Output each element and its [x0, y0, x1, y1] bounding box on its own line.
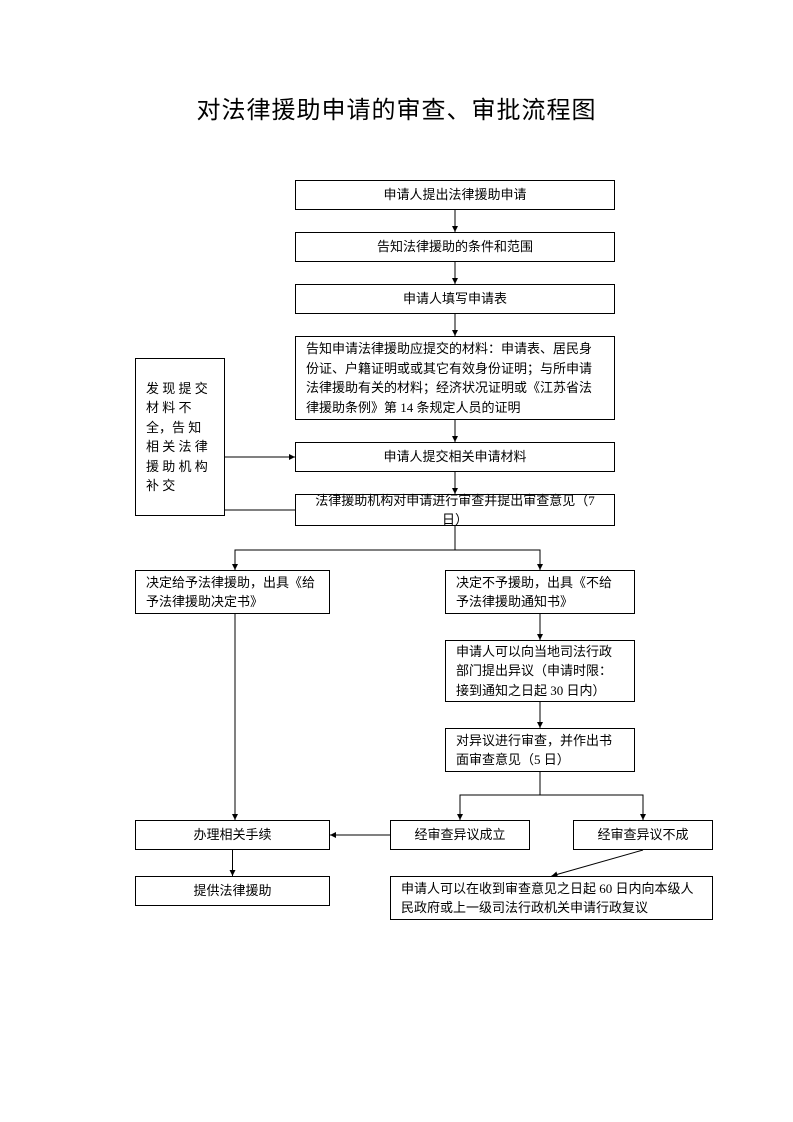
- connector-layer: [0, 0, 793, 1122]
- flow-node-n7r: 决定不予援助，出具《不给予法律援助通知书》: [445, 570, 635, 614]
- flow-node-n11r: 申请人可以在收到审查意见之日起 60 日内向本级人民政府或上一级司法行政机关申请…: [390, 876, 713, 920]
- flow-node-n1: 申请人提出法律援助申请: [295, 180, 615, 210]
- page-title: 对法律援助申请的审查、审批流程图: [0, 90, 793, 125]
- flow-node-n10l: 办理相关手续: [135, 820, 330, 850]
- flow-node-n9r: 对异议进行审查，并作出书面审查意见（5 日）: [445, 728, 635, 772]
- flow-node-n11l: 提供法律援助: [135, 876, 330, 906]
- flow-node-n8r: 申请人可以向当地司法行政部门提出异议（申请时限：接到通知之日起 30 日内）: [445, 640, 635, 702]
- flow-node-n6: 法律援助机构对申请进行审查并提出审查意见（7 日）: [295, 494, 615, 526]
- flow-node-n10r: 经审查异议不成: [573, 820, 713, 850]
- flow-node-n2: 告知法律援助的条件和范围: [295, 232, 615, 262]
- flow-node-n7l: 决定给予法律援助，出具《给予法律援助决定书》: [135, 570, 330, 614]
- flow-node-n4: 告知申请法律援助应提交的材料：申请表、居民身份证、户籍证明或或其它有效身份证明；…: [295, 336, 615, 420]
- flow-node-n3: 申请人填写申请表: [295, 284, 615, 314]
- flow-node-side: 发 现 提 交 材 料 不 全，告 知 相 关 法 律 援 助 机 构 补 交: [135, 358, 225, 516]
- flow-node-n5: 申请人提交相关申请材料: [295, 442, 615, 472]
- flow-node-n10c: 经审查异议成立: [390, 820, 530, 850]
